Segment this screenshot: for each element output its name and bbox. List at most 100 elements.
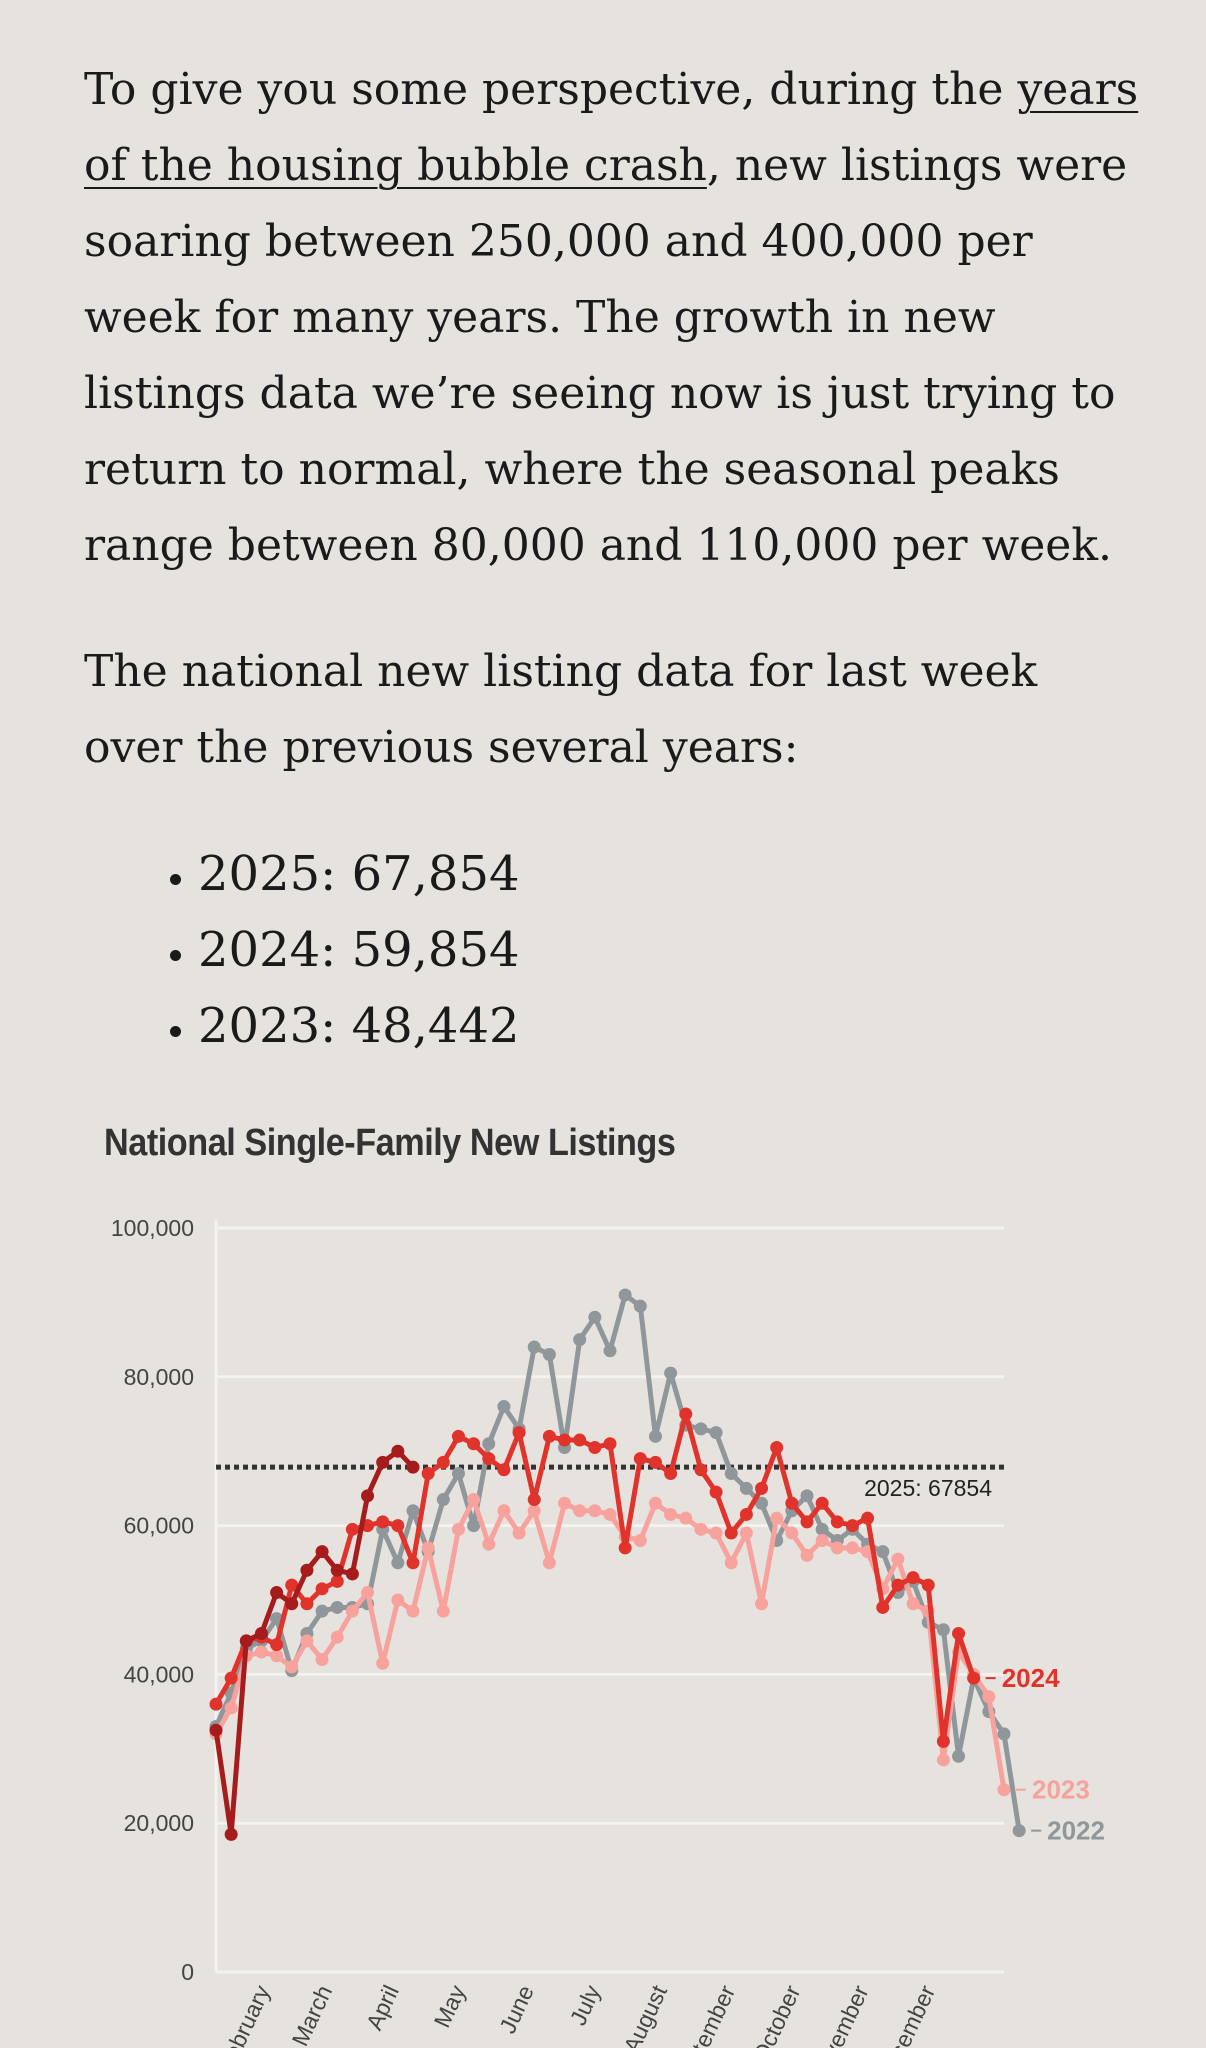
- data-point-2024: [330, 1574, 344, 1588]
- paragraph-national-data: The national new listing data for last w…: [84, 646, 1038, 773]
- data-point-2023: [300, 1634, 314, 1648]
- data-point-2022: [815, 1522, 829, 1536]
- data-point-2022: [936, 1623, 950, 1637]
- paragraph-housing-crash: To give you some perspective, during the…: [84, 52, 1144, 584]
- series-label-2023: 2023: [1032, 1775, 1090, 1805]
- data-point-2022: [739, 1481, 753, 1495]
- data-point-2024: [648, 1455, 662, 1469]
- data-point-2022: [527, 1340, 541, 1354]
- data-point-2024: [391, 1519, 405, 1533]
- data-point-2023: [588, 1504, 602, 1518]
- data-point-2022: [709, 1426, 723, 1440]
- data-point-2023: [542, 1556, 556, 1570]
- data-point-2024: [679, 1407, 693, 1421]
- data-point-2024: [573, 1433, 587, 1447]
- x-tick-label: August: [618, 1981, 672, 2048]
- data-point-2024: [224, 1671, 238, 1685]
- data-point-2024: [876, 1600, 890, 1614]
- y-tick-label: 0: [181, 1959, 194, 1985]
- y-tick-label: 40,000: [124, 1661, 194, 1687]
- data-point-2025: [285, 1597, 299, 1611]
- data-point-2024: [436, 1455, 450, 1469]
- data-point-2023: [421, 1541, 435, 1555]
- data-point-2025: [300, 1563, 314, 1577]
- list-item: 2024: 59,854: [198, 912, 1144, 988]
- data-point-2023: [845, 1541, 859, 1555]
- data-point-2023: [467, 1493, 481, 1507]
- data-point-2023: [270, 1649, 284, 1663]
- data-point-2023: [664, 1507, 678, 1521]
- y-tick-label: 20,000: [124, 1810, 194, 1836]
- housing-bubble-crash-link[interactable]: years of the housing bubble crash: [84, 64, 1139, 191]
- line-chart: 0 20,000 40,000 60,000 80,000 100,000 February…: [111, 1215, 1105, 2048]
- data-point-2024: [709, 1485, 723, 1499]
- data-point-2022: [997, 1727, 1011, 1741]
- data-point-2023: [451, 1522, 465, 1536]
- series-label-2022: 2022: [1047, 1816, 1105, 1846]
- data-point-2023: [376, 1656, 390, 1670]
- data-point-2024: [739, 1507, 753, 1521]
- data-point-2025: [270, 1586, 284, 1600]
- data-point-2024: [467, 1437, 481, 1451]
- data-point-2022: [542, 1347, 556, 1361]
- data-point-2022: [467, 1519, 481, 1533]
- x-tick-label: October: [747, 1981, 805, 2048]
- data-point-2023: [391, 1593, 405, 1607]
- data-point-2023: [785, 1526, 799, 1540]
- data-point-2025: [254, 1626, 268, 1640]
- data-point-2023: [891, 1552, 905, 1566]
- data-point-2024: [558, 1433, 572, 1447]
- reference-line-label: 2025: 67854: [864, 1475, 992, 1501]
- data-point-2024: [603, 1437, 617, 1451]
- paragraph-text: To give you some perspective, during the: [84, 64, 1018, 115]
- data-point-2023: [815, 1533, 829, 1547]
- data-point-2022: [648, 1429, 662, 1443]
- data-point-2024: [421, 1467, 435, 1481]
- data-point-2022: [451, 1467, 465, 1481]
- data-point-2024: [588, 1440, 602, 1454]
- data-point-2022: [755, 1496, 769, 1510]
- data-point-2024: [406, 1556, 420, 1570]
- data-point-2023: [315, 1653, 329, 1667]
- data-point-2022: [876, 1545, 890, 1559]
- data-point-2022: [633, 1299, 647, 1313]
- data-point-2025: [345, 1567, 359, 1581]
- data-point-2024: [755, 1481, 769, 1495]
- data-point-2024: [542, 1429, 556, 1443]
- list-item: 2023: 48,442: [198, 988, 1144, 1064]
- data-point-2024: [952, 1626, 966, 1640]
- data-point-2022: [315, 1604, 329, 1618]
- data-point-2025: [361, 1489, 375, 1503]
- data-point-2023: [830, 1541, 844, 1555]
- data-point-2025: [224, 1827, 238, 1841]
- data-point-2022: [406, 1504, 420, 1518]
- article-body: To give you some perspective, during the…: [84, 52, 1144, 1064]
- data-point-2023: [679, 1511, 693, 1525]
- data-point-2022: [724, 1467, 738, 1481]
- data-point-2023: [345, 1604, 359, 1618]
- data-point-2025: [209, 1723, 223, 1737]
- reference-label-bg: [862, 1473, 1000, 1504]
- data-point-2023: [800, 1548, 814, 1562]
- data-point-2022: [618, 1288, 632, 1302]
- data-point-2023: [482, 1537, 496, 1551]
- data-point-2024: [618, 1541, 632, 1555]
- yearly-listings-list: 2025: 67,854 2024: 59,854 2023: 48,442: [84, 836, 1144, 1064]
- data-point-2024: [345, 1522, 359, 1536]
- data-point-2022: [330, 1600, 344, 1614]
- data-point-2024: [967, 1671, 981, 1685]
- data-point-2024: [376, 1515, 390, 1529]
- data-point-2023: [755, 1597, 769, 1611]
- x-tick-label: March: [287, 1981, 338, 2048]
- data-point-2023: [603, 1507, 617, 1521]
- data-point-2023: [770, 1511, 784, 1525]
- data-point-2023: [558, 1496, 572, 1510]
- data-point-2022: [800, 1489, 814, 1503]
- data-point-2024: [664, 1467, 678, 1481]
- series-line-2024: [213, 1411, 977, 1744]
- series-line-2023: [213, 1497, 1007, 1791]
- data-point-2023: [997, 1783, 1011, 1797]
- data-point-2024: [845, 1519, 859, 1533]
- data-point-2022: [573, 1333, 587, 1347]
- data-point-2023: [648, 1496, 662, 1510]
